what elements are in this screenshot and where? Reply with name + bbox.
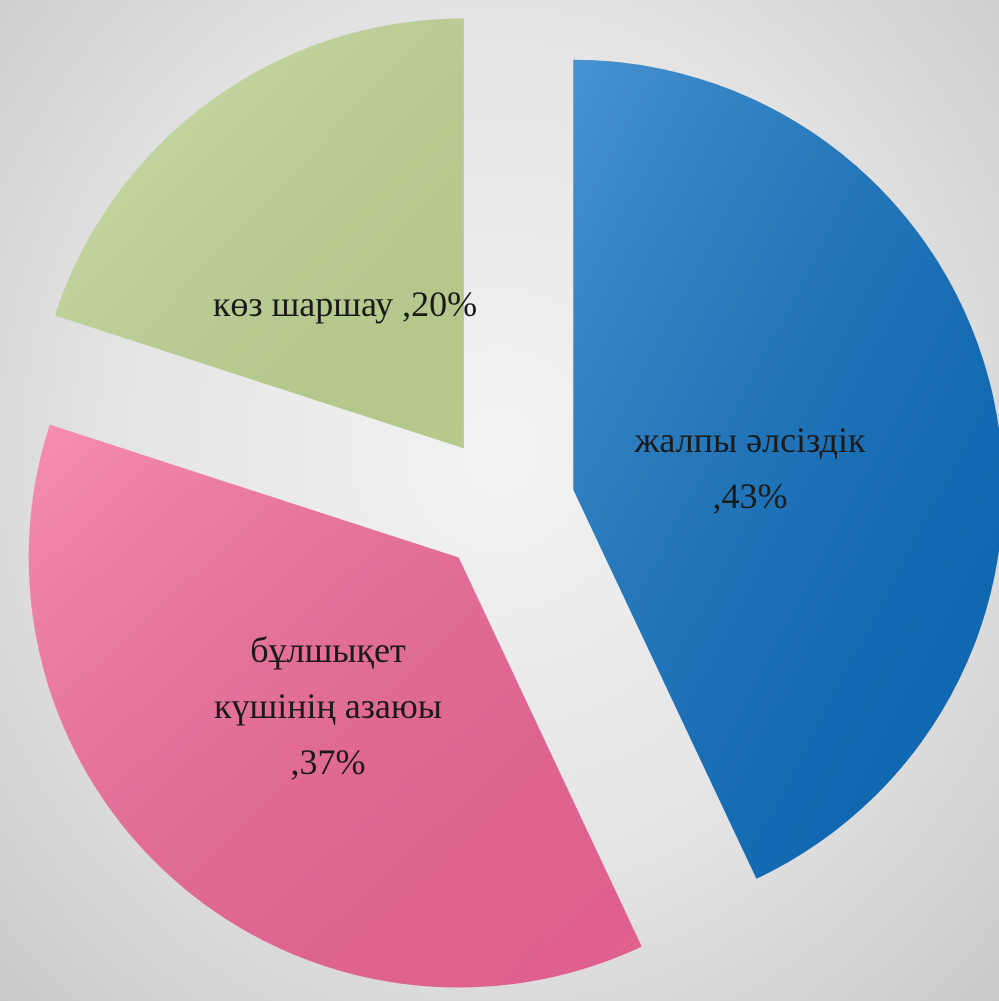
data-label: көз шаршау ,20% (135, 276, 555, 332)
value-label: ,20% (402, 284, 478, 324)
data-label: бұлшықет күшінің азаюы ,37% (196, 622, 461, 790)
data-label: жалпы әлсіздік ,43% (570, 412, 930, 524)
category-label: бұлшықет күшінің азаюы (213, 630, 442, 726)
value-label: ,43% (712, 476, 788, 516)
slice-shade (28, 424, 642, 988)
value-label: ,37% (290, 742, 366, 782)
category-label: жалпы әлсіздік (634, 420, 866, 460)
category-label: көз шаршау (212, 284, 394, 324)
slice-shade (54, 18, 464, 449)
slice-shade (573, 59, 999, 879)
